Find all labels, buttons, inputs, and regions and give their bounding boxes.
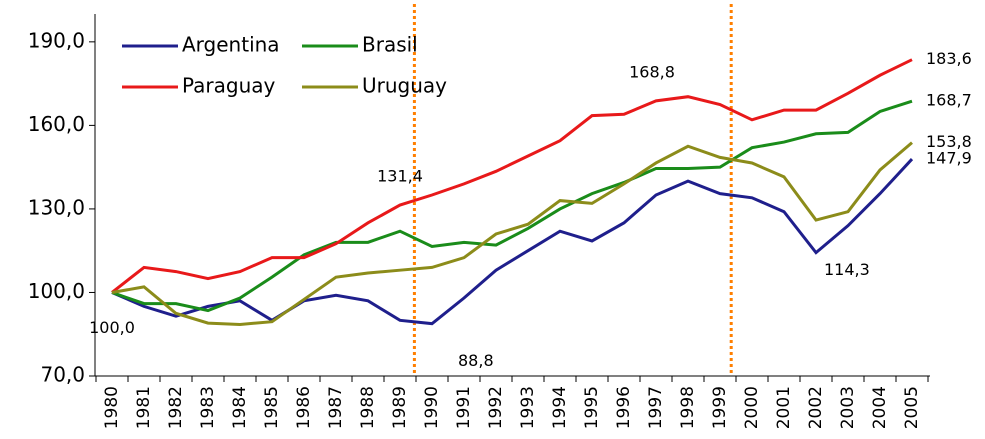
data-label: 131,4	[377, 167, 423, 186]
x-tick-label: 1998	[678, 386, 698, 429]
series-line	[111, 158, 914, 326]
series-line	[111, 58, 913, 294]
series-line	[111, 99, 913, 313]
data-label: 153,8	[926, 132, 972, 151]
x-tick-label: 1980	[102, 386, 122, 429]
y-tick-label: 70,0	[40, 363, 85, 387]
x-tick-label: 2000	[742, 386, 762, 429]
x-tick-label: 1981	[134, 386, 154, 429]
x-tick-label: 2004	[870, 386, 890, 429]
x-tick-label: 1999	[710, 386, 730, 429]
data-label: 114,3	[824, 260, 870, 279]
data-label: 183,6	[926, 49, 972, 68]
legend-label: Paraguay	[182, 74, 276, 98]
data-label: 147,9	[926, 149, 972, 168]
x-tick-label: 1986	[294, 386, 314, 429]
x-tick-label: 1987	[326, 386, 346, 429]
data-label: 168,8	[629, 62, 675, 81]
x-tick-label: 1997	[646, 386, 666, 429]
legend-label: Argentina	[182, 33, 280, 57]
x-tick-label: 1988	[358, 386, 378, 429]
x-tick-label: 1996	[614, 386, 634, 429]
legend-label: Brasil	[362, 33, 418, 57]
series-line	[111, 141, 913, 326]
data-label: 100,0	[89, 318, 135, 337]
x-tick-label: 2005	[902, 386, 922, 429]
x-tick-label: 1982	[166, 386, 186, 429]
x-tick-label: 1995	[582, 386, 602, 429]
data-label: 168,7	[926, 91, 972, 110]
x-tick-label: 1985	[262, 386, 282, 429]
x-tick-label: 1989	[390, 386, 410, 429]
y-tick-label: 190,0	[28, 28, 85, 52]
y-tick-label: 100,0	[28, 279, 85, 303]
x-tick-label: 1984	[230, 386, 250, 429]
data-label: 88,8	[458, 351, 494, 370]
x-tick-label: 2003	[838, 386, 858, 429]
x-tick-label: 2001	[774, 386, 794, 429]
y-tick-label: 130,0	[28, 195, 85, 219]
x-tick-label: 1991	[454, 386, 474, 429]
x-tick-label: 1994	[550, 386, 570, 429]
x-tick-label: 2002	[806, 386, 826, 429]
x-tick-label: 1992	[486, 386, 506, 429]
x-tick-label: 1993	[518, 386, 538, 429]
y-tick-label: 160,0	[28, 112, 85, 136]
legend-label: Uruguay	[362, 74, 447, 98]
x-tick-label: 1983	[198, 386, 218, 429]
legend: Argentina Brasil Paraguay Uruguay	[122, 33, 447, 98]
x-tick-label: 1990	[422, 386, 442, 429]
